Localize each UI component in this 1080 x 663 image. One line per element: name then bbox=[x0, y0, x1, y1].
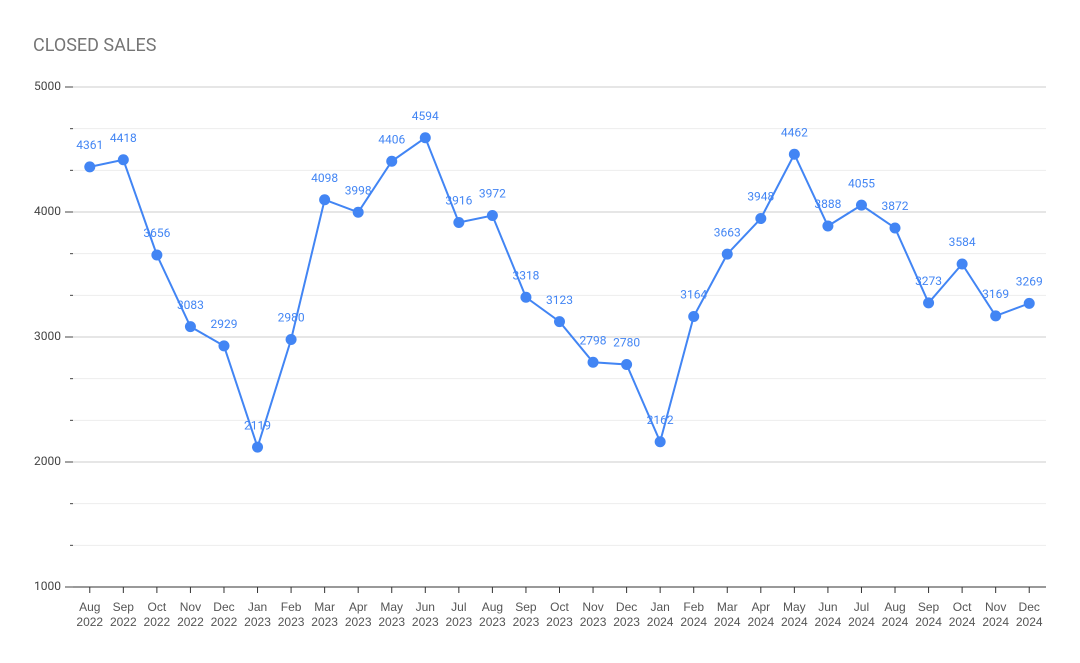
data-label: 2162 bbox=[647, 413, 674, 427]
data-point bbox=[688, 311, 700, 322]
x-tick-label: Sep 2024 bbox=[915, 600, 942, 629]
data-point bbox=[486, 210, 498, 221]
data-label: 2798 bbox=[580, 333, 607, 347]
data-label: 3972 bbox=[479, 187, 506, 201]
data-label: 3872 bbox=[882, 199, 909, 213]
y-tick-label: 4000 bbox=[34, 204, 61, 218]
x-tick-label: Dec 2022 bbox=[210, 600, 238, 629]
data-point bbox=[252, 441, 264, 453]
x-tick-label: Dec 2024 bbox=[1015, 600, 1043, 629]
x-tick-label: Mar 2024 bbox=[713, 600, 741, 629]
data-label: 3269 bbox=[1016, 275, 1043, 289]
x-tick-label: Jan 2024 bbox=[646, 600, 674, 629]
chart-title: CLOSED SALES bbox=[33, 35, 157, 56]
x-tick-label: Nov 2023 bbox=[579, 600, 607, 629]
data-label: 3123 bbox=[546, 293, 573, 307]
data-label: 2929 bbox=[210, 317, 237, 331]
y-tick-label: 3000 bbox=[34, 329, 61, 343]
data-point bbox=[822, 220, 834, 232]
y-tick-label: 2000 bbox=[34, 454, 61, 468]
x-tick-label: Dec 2023 bbox=[613, 600, 640, 629]
data-label: 3169 bbox=[982, 287, 1009, 301]
data-label: 4406 bbox=[378, 132, 405, 146]
data-point bbox=[956, 258, 968, 270]
x-tick-label: Nov 2024 bbox=[982, 600, 1010, 629]
data-point bbox=[151, 249, 163, 261]
x-tick-label: Apr 2023 bbox=[344, 600, 372, 629]
x-tick-label: Oct 2022 bbox=[143, 600, 171, 629]
x-tick-label: Nov 2022 bbox=[177, 600, 204, 629]
data-point bbox=[621, 359, 633, 370]
data-label: 4418 bbox=[110, 131, 137, 145]
x-tick-label: Aug 2024 bbox=[881, 600, 909, 629]
data-label: 3998 bbox=[345, 183, 372, 197]
data-point bbox=[319, 194, 331, 206]
x-tick-label: Mar 2023 bbox=[311, 600, 338, 629]
data-point bbox=[352, 206, 364, 218]
data-label: 2980 bbox=[278, 311, 305, 325]
data-label: 2780 bbox=[613, 336, 640, 350]
x-tick-label: Aug 2023 bbox=[479, 600, 506, 629]
data-label: 3888 bbox=[814, 197, 841, 211]
data-label: 4098 bbox=[311, 171, 338, 185]
data-point bbox=[117, 154, 129, 166]
data-label: 3318 bbox=[512, 268, 539, 282]
data-label: 3273 bbox=[915, 274, 942, 288]
data-point bbox=[84, 161, 96, 173]
data-label: 4594 bbox=[412, 109, 439, 123]
data-label: 3948 bbox=[747, 190, 774, 204]
x-tick-label: Jan 2023 bbox=[244, 600, 271, 629]
x-tick-label: Oct 2023 bbox=[546, 600, 573, 629]
x-tick-label: Jul 2023 bbox=[445, 600, 473, 629]
y-tick-label: 1000 bbox=[34, 579, 61, 593]
x-tick-label: Jun 2023 bbox=[411, 600, 439, 629]
x-tick-label: Sep 2022 bbox=[109, 600, 137, 629]
data-point bbox=[218, 340, 230, 352]
data-point bbox=[184, 321, 196, 333]
x-tick-label: Apr 2024 bbox=[747, 600, 775, 629]
data-label: 4055 bbox=[848, 176, 875, 190]
data-label: 2119 bbox=[244, 418, 271, 432]
data-point bbox=[654, 436, 666, 448]
data-point bbox=[453, 217, 465, 228]
data-point bbox=[889, 222, 901, 234]
data-point bbox=[520, 291, 532, 303]
data-label: 3083 bbox=[177, 298, 204, 312]
x-tick-label: Jun 2024 bbox=[814, 600, 842, 629]
x-tick-label: Aug 2022 bbox=[76, 600, 104, 629]
x-tick-label: May 2023 bbox=[378, 600, 406, 629]
data-label: 4361 bbox=[76, 138, 103, 152]
data-label: 3164 bbox=[680, 288, 707, 302]
data-point bbox=[990, 310, 1002, 322]
data-point bbox=[855, 199, 867, 211]
data-point bbox=[587, 356, 599, 368]
x-tick-label: Oct 2024 bbox=[948, 600, 976, 629]
data-point bbox=[285, 334, 297, 345]
data-label: 3584 bbox=[949, 235, 976, 249]
data-point bbox=[788, 148, 800, 160]
data-label: 3663 bbox=[714, 225, 741, 239]
data-point bbox=[419, 132, 431, 144]
data-label: 3916 bbox=[445, 194, 472, 208]
data-point bbox=[923, 297, 935, 309]
y-tick-label: 5000 bbox=[34, 79, 61, 93]
x-tick-label: Sep 2023 bbox=[512, 600, 540, 629]
data-point bbox=[1023, 297, 1035, 309]
x-tick-label: Jul 2024 bbox=[848, 600, 875, 629]
data-point bbox=[386, 155, 398, 167]
data-label: 3656 bbox=[143, 226, 170, 240]
x-tick-label: Feb 2023 bbox=[277, 600, 305, 629]
x-tick-label: Feb 2024 bbox=[680, 600, 708, 629]
data-label: 4462 bbox=[781, 125, 808, 139]
x-tick-label: May 2024 bbox=[781, 600, 808, 629]
data-point bbox=[554, 316, 565, 328]
data-point bbox=[755, 213, 767, 224]
data-point bbox=[721, 248, 733, 260]
